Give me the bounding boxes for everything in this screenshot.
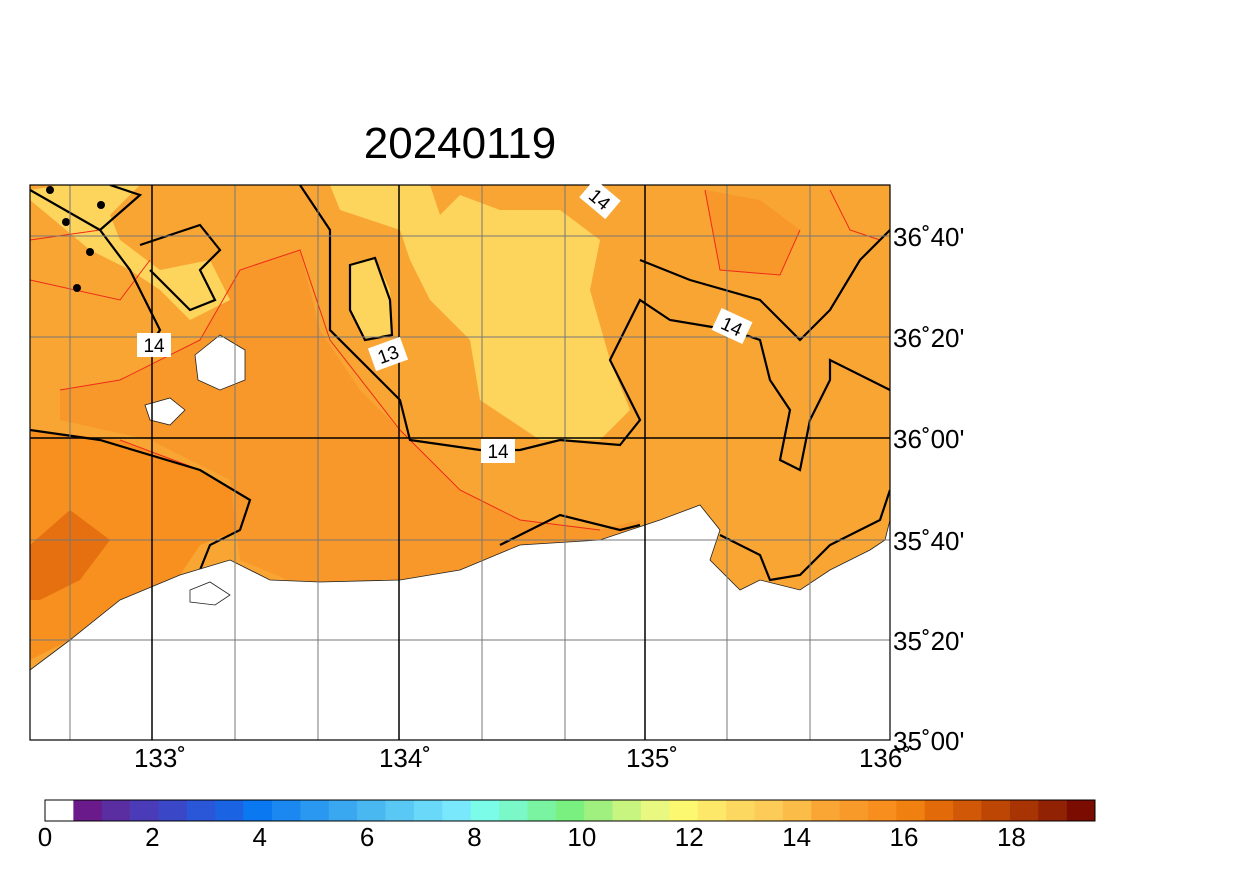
lat-label: 36˚40' (893, 222, 964, 252)
lat-label: 36˚00' (893, 424, 964, 454)
colorbar-cell (385, 800, 415, 821)
lat-label: 35˚20' (893, 626, 964, 656)
contour-label: 13 (367, 336, 409, 372)
colorbar-cell (328, 800, 358, 821)
colorbar-tick-label: 12 (675, 822, 704, 852)
colorbar-cell (555, 800, 585, 821)
colorbar-cell (1066, 800, 1096, 821)
colorbar-cell (1009, 800, 1039, 821)
lat-labels: 36˚40' 36˚20' 36˚00' 35˚40' 35˚20' 35˚00' (893, 222, 964, 756)
contour-label: 14 (137, 333, 171, 357)
colorbar-cell (499, 800, 528, 821)
lat-label: 36˚20' (893, 323, 964, 353)
colorbar-tick-label: 18 (997, 822, 1026, 852)
lon-labels: 133˚ 134˚ 135˚ 136˚ (134, 743, 911, 773)
colorbar-cell (697, 800, 727, 821)
colorbar-cell (811, 800, 840, 821)
cool-region (330, 185, 630, 440)
lat-label: 35˚40' (893, 526, 964, 556)
colorbar-cell (186, 800, 216, 821)
contour-label-text: 14 (487, 442, 509, 463)
colorbar-cell (527, 800, 557, 821)
colorbar-cell (470, 800, 500, 821)
colorbar-cell (981, 800, 1011, 821)
colorbar-tick-label: 10 (567, 822, 596, 852)
colorbar-cell (1038, 800, 1067, 821)
colorbar-cell (101, 800, 131, 821)
colorbar-tick-label: 16 (890, 822, 919, 852)
colorbar-cell (896, 800, 926, 821)
colorbar-cell (413, 800, 443, 821)
colorbar-tick-label: 2 (145, 822, 159, 852)
label-box (711, 307, 753, 345)
colorbar: 0 2 4 6 8 10 12 14 16 18 (38, 799, 1096, 852)
colorbar-cell (867, 800, 897, 821)
colorbar-cell (73, 800, 103, 821)
contour-label: 14 (481, 439, 515, 463)
colorbar-cell (45, 800, 74, 821)
contour-label-text: 14 (143, 336, 165, 357)
colorbar-cell (669, 800, 699, 821)
warm-band (60, 250, 640, 585)
colorbar-tick-label: 14 (782, 822, 811, 852)
lat-label: 35˚00' (893, 726, 964, 756)
warm-region (705, 190, 800, 275)
colorbar-cell (215, 800, 244, 821)
lon-label: 134˚ (379, 743, 431, 773)
colorbar-cell (300, 800, 330, 821)
title: 20240119 (364, 119, 557, 168)
island (144, 334, 246, 606)
colorbar-cell (839, 800, 869, 821)
colorbar-tick-label: 6 (360, 822, 374, 852)
colorbar-cell (782, 800, 812, 821)
frame (29, 184, 891, 741)
colorbar-tick-label: 0 (38, 822, 52, 852)
map (30, 185, 890, 740)
lon-label: 133˚ (134, 743, 186, 773)
colorbar-frame (44, 799, 1096, 822)
colorbar-cell (924, 800, 954, 821)
colorbar-cell (612, 800, 642, 821)
label-box (367, 336, 409, 372)
markers (46, 186, 105, 292)
colorbar-cell (726, 800, 755, 821)
grid-major (30, 185, 890, 740)
colorbar-cell (357, 800, 386, 821)
colorbar-cell (442, 800, 471, 821)
label-box (137, 333, 171, 357)
colorbar-tick-label: 8 (467, 822, 481, 852)
lon-label: 136˚ (859, 743, 911, 773)
colorbar-cell (130, 800, 159, 821)
lon-label: 135˚ (626, 743, 678, 773)
colorbar-tick-label: 4 (253, 822, 267, 852)
colorbar-cell (272, 800, 301, 821)
colorbar-cell (953, 800, 982, 821)
contour-thick (30, 185, 890, 582)
grid-minor (30, 185, 890, 740)
colorbar-cell (640, 800, 670, 821)
colorbar-cell (158, 800, 188, 821)
colorbar-cell (243, 800, 273, 821)
label-box (481, 439, 515, 463)
colorbar-cell (584, 800, 613, 821)
colorbar-cell (754, 800, 784, 821)
label-box (579, 178, 621, 220)
warm-region (30, 430, 250, 660)
